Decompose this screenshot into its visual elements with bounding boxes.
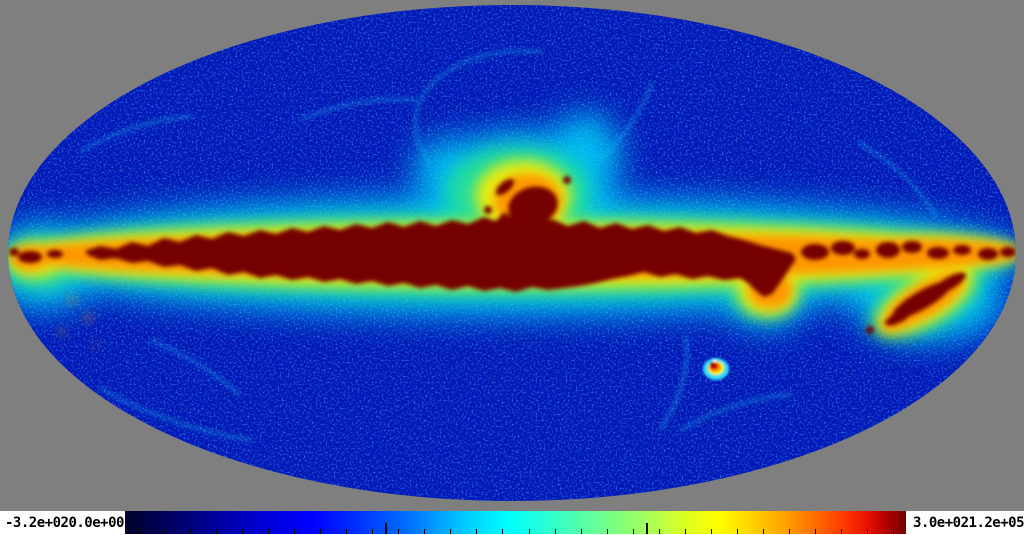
colorbar-minor-tick — [684, 529, 686, 534]
colorbar-minor-tick — [398, 529, 400, 534]
colorbar-minor-tick — [528, 529, 530, 534]
colorbar-minor-tick — [164, 529, 166, 534]
cirrus-wisps — [79, 49, 938, 442]
colorbar-minor-tick — [606, 529, 608, 534]
colorbar-minor-tick — [294, 529, 296, 534]
colorbar: -3.2e+02 0.0e+00 3.0e+02 1.2e+05 — [0, 511, 1024, 535]
colorbar-min-label: -3.2e+02 — [5, 515, 69, 531]
colorbar-zero-label: 0.0e+00 — [68, 515, 124, 531]
colorbar-minor-tick — [320, 529, 322, 534]
colorbar-minor-tick — [632, 529, 634, 534]
colorbar-track — [125, 511, 906, 535]
colorbar-minor-tick — [814, 529, 816, 534]
colorbar-minor-tick — [476, 529, 478, 534]
colorbar-minor-tick — [658, 529, 660, 534]
colorbar-minor-tick — [892, 529, 894, 534]
colorbar-minor-tick — [502, 529, 504, 534]
colorbar-minor-tick — [580, 529, 582, 534]
colorbar-left-labels: -3.2e+02 0.0e+00 — [0, 511, 125, 535]
colorbar-minor-tick — [372, 529, 374, 534]
colorbar-minor-tick — [788, 529, 790, 534]
colorbar-minor-tick — [138, 529, 140, 534]
colorbar-minor-tick — [216, 529, 218, 534]
colorbar-major-tick — [645, 523, 648, 534]
colorbar-minor-tick — [710, 529, 712, 534]
colorbar-minor-tick — [736, 529, 738, 534]
colorbar-minor-tick — [554, 529, 556, 534]
colorbar-minor-tick — [762, 529, 764, 534]
mollweide-sky-map — [8, 5, 1016, 501]
colorbar-minor-tick — [190, 529, 192, 534]
plane-dark-red-core — [9, 176, 1016, 334]
colorbar-minor-tick — [840, 529, 842, 534]
colorbar-right-labels: 3.0e+02 1.2e+05 — [906, 511, 1024, 535]
colorbar-minor-tick — [268, 529, 270, 534]
colorbar-minor-tick — [346, 529, 348, 534]
compact-speckled-blob — [703, 358, 729, 380]
colorbar-minor-tick — [450, 529, 452, 534]
colorbar-minor-tick — [866, 529, 868, 534]
colorbar-max-label: 1.2e+05 — [968, 515, 1024, 531]
colorbar-major-tick — [385, 523, 388, 534]
colorbar-minor-tick — [242, 529, 244, 534]
colorbar-mid-label: 3.0e+02 — [913, 515, 969, 531]
colorbar-minor-tick — [424, 529, 426, 534]
